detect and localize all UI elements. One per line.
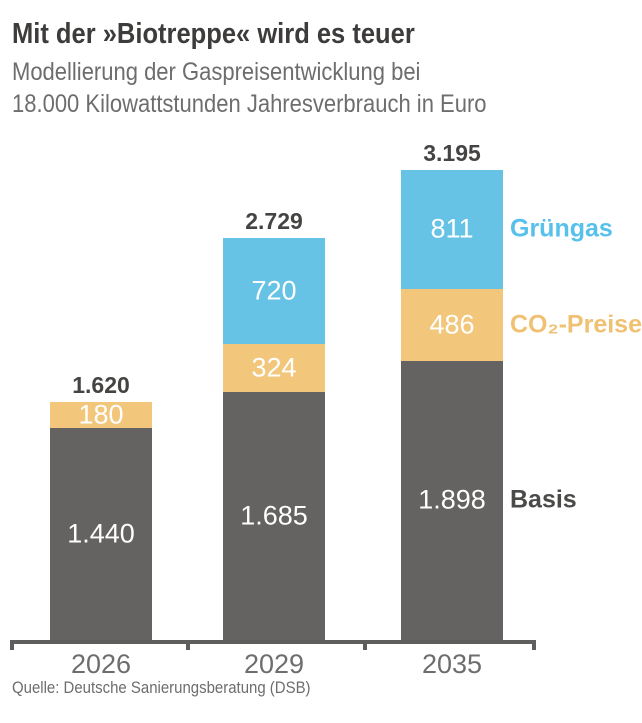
legend-basis: Basis [510, 485, 577, 514]
category-label-2029: 2029 [243, 649, 305, 679]
bar-segment-co2-2035: 486 [401, 289, 503, 361]
page-title: Mit der »Biotreppe« wird es teuer [12, 18, 470, 51]
category-label-2035: 2035 [421, 649, 483, 679]
bar-segment-co2-2026: 180 [50, 399, 152, 430]
bar-segment-gruengas-2035: 811 [401, 169, 503, 290]
bar-segment-basis-2026: 1.440 [50, 428, 152, 640]
category-label-2026: 2026 [70, 649, 132, 679]
subtitle-line-2: 18.000 Kilowattstunden Jahresverbrauch i… [12, 90, 487, 118]
segment-value-label: 1.898 [418, 484, 486, 515]
segment-value-label: 324 [251, 352, 297, 383]
segment-value-label: 180 [78, 399, 124, 430]
bar-segment-basis-2029: 1.685 [223, 391, 325, 640]
page-title-text: Mit der »Biotreppe« wird es teuer [12, 18, 415, 50]
source-note: Quelle: Deutsche Sanierungsberatung (DSB… [12, 678, 351, 698]
bar-segment-basis-2035: 1.898 [401, 360, 503, 640]
segment-value-label: 720 [251, 275, 297, 306]
total-label-2035: 3.195 [423, 139, 481, 166]
total-label-2029: 2.729 [245, 208, 303, 235]
legend-co2: CO₂-Preise [510, 310, 642, 339]
x-axis-tick [363, 640, 367, 650]
bar-segment-gruengas-2029: 720 [223, 238, 325, 345]
segment-value-label: 811 [430, 213, 474, 244]
segment-value-label: 486 [429, 309, 475, 340]
x-axis-tick [532, 640, 536, 650]
subtitle-line-1: Modellierung der Gaspreisentwicklung bei [12, 58, 421, 86]
total-label-2026: 1.620 [72, 371, 130, 398]
bar-segment-co2-2029: 324 [223, 344, 325, 392]
segment-value-label: 1.685 [240, 500, 308, 531]
chart-subtitle: Modellierung der Gaspreisentwicklung bei… [12, 56, 551, 120]
x-axis-tick [186, 640, 190, 650]
legend-gruengas: Grüngas [510, 214, 613, 243]
x-axis-line [10, 640, 536, 644]
source-note-text: Quelle: Deutsche Sanierungsberatung (DSB… [12, 678, 311, 697]
segment-value-label: 1.440 [67, 518, 135, 549]
x-axis-tick [10, 640, 14, 650]
